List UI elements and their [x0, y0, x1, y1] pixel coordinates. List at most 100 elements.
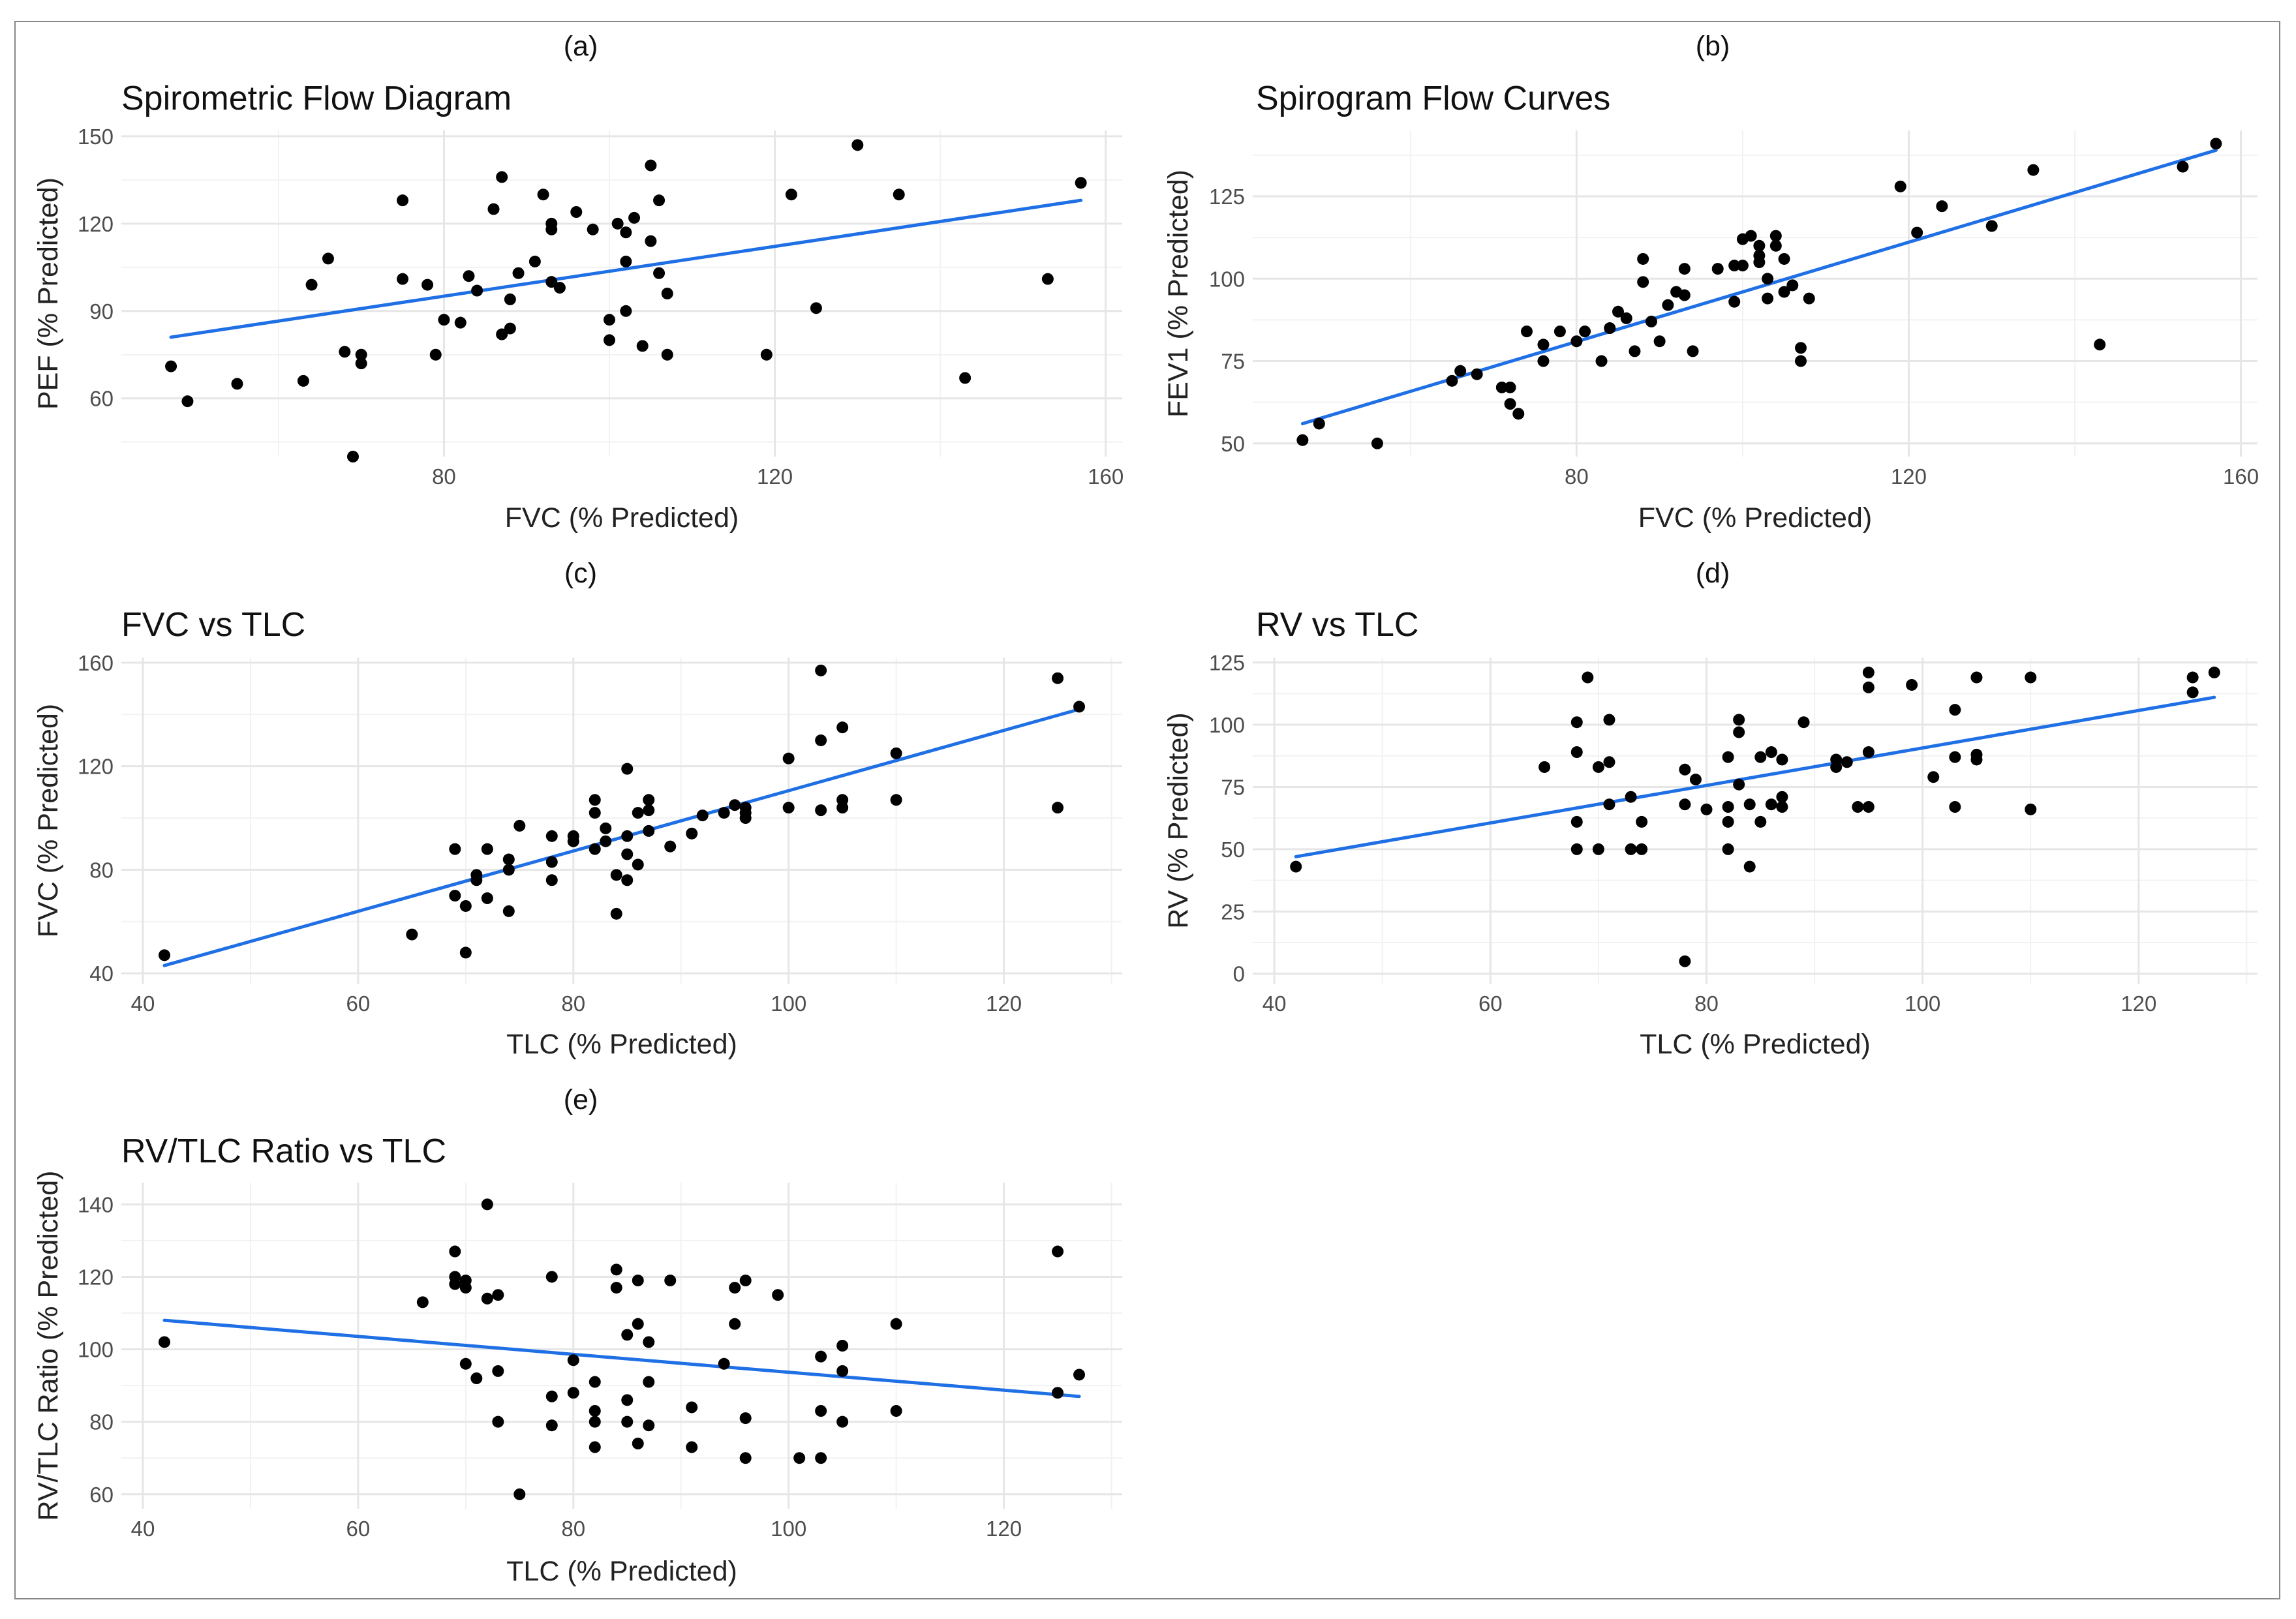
data-point: [1662, 299, 1674, 311]
data-point: [496, 171, 508, 183]
data-point: [637, 340, 649, 352]
x-tick-label: 160: [2223, 464, 2259, 489]
data-point: [1762, 273, 1773, 284]
data-point: [546, 1391, 558, 1402]
data-point: [449, 890, 461, 901]
data-point: [836, 721, 848, 733]
x-tick-label: 60: [1478, 991, 1503, 1016]
data-point: [1712, 263, 1724, 275]
data-point: [1571, 843, 1583, 855]
data-point: [740, 802, 752, 813]
panel-d: 40 60 80 100 1200255075100125(d)RV vs TLCTLC…: [1163, 558, 2258, 1060]
y-axis-label: FEV1 (% Predicted): [1163, 170, 1194, 417]
chart-title: RV/TLC Ratio vs TLC: [121, 1132, 446, 1170]
data-point: [643, 825, 654, 837]
panel-label: (e): [564, 1084, 598, 1115]
data-point: [793, 1452, 805, 1464]
data-point: [1593, 761, 1604, 773]
data-point: [632, 1318, 644, 1330]
data-point: [1895, 181, 1906, 192]
x-axis-label: TLC (% Predicted): [506, 1029, 737, 1060]
x-tick-label: 40: [131, 991, 155, 1016]
data-point: [589, 1376, 601, 1388]
data-point: [589, 843, 601, 855]
data-point: [1949, 751, 1961, 763]
data-point: [686, 1401, 697, 1413]
data-point: [568, 1387, 579, 1399]
data-point: [1636, 843, 1647, 855]
x-tick-label: 80: [432, 464, 456, 489]
data-point: [1052, 1246, 1064, 1258]
data-point: [1728, 296, 1740, 308]
data-point: [1795, 356, 1807, 367]
data-point: [1571, 716, 1583, 728]
data-point: [449, 1246, 461, 1258]
x-tick-label: 120: [986, 991, 1022, 1016]
y-tick-label: 40: [89, 961, 114, 986]
data-point: [600, 836, 611, 847]
y-tick-label: 120: [78, 755, 114, 779]
x-tick-label: 40: [1263, 991, 1287, 1016]
data-point: [2187, 686, 2199, 698]
x-tick-label: 60: [346, 991, 371, 1016]
data-point: [181, 395, 193, 407]
data-point: [1936, 200, 1948, 212]
data-point: [546, 1419, 558, 1431]
data-point: [449, 1271, 461, 1282]
data-point: [815, 665, 827, 676]
data-point: [492, 1365, 504, 1377]
data-point: [621, 849, 633, 860]
x-axis-label: TLC (% Predicted): [506, 1556, 737, 1587]
data-point: [1690, 774, 1702, 785]
data-point: [568, 1354, 579, 1366]
data-point: [1776, 801, 1788, 813]
data-point: [2209, 667, 2220, 678]
data-point: [621, 1329, 633, 1340]
data-point: [740, 1275, 752, 1286]
data-point: [600, 823, 611, 834]
trend-line: [1296, 697, 2214, 856]
data-point: [621, 874, 633, 886]
x-tick-label: 100: [1905, 991, 1940, 1016]
data-point: [1679, 956, 1691, 967]
data-point: [159, 1336, 170, 1348]
data-point: [1625, 843, 1637, 855]
data-point: [772, 1289, 784, 1301]
data-point: [645, 160, 656, 172]
data-point: [836, 794, 848, 806]
data-point: [643, 794, 654, 806]
data-point: [2210, 138, 2222, 149]
data-point: [231, 378, 243, 389]
data-point: [1371, 438, 1383, 449]
data-point: [1505, 382, 1516, 393]
data-point: [783, 802, 795, 813]
data-point: [430, 349, 442, 361]
y-tick-label: 125: [1209, 185, 1245, 209]
data-point: [513, 820, 525, 832]
data-point: [815, 1405, 827, 1417]
data-point: [1052, 1387, 1064, 1399]
data-point: [1582, 672, 1593, 684]
data-point: [621, 763, 633, 775]
x-tick-label: 100: [771, 1517, 806, 1541]
data-point: [1075, 177, 1087, 189]
data-point: [482, 892, 493, 904]
data-point: [1786, 279, 1798, 291]
data-point: [347, 451, 359, 462]
data-point: [1621, 312, 1632, 324]
y-tick-label: 120: [78, 1265, 114, 1289]
data-point: [1679, 263, 1691, 275]
data-point: [620, 256, 632, 267]
x-tick-label: 100: [771, 991, 806, 1016]
data-point: [482, 1293, 493, 1305]
chart-title: Spirometric Flow Diagram: [121, 80, 512, 117]
data-point: [504, 294, 516, 305]
data-point: [1073, 1369, 1085, 1380]
y-tick-label: 60: [89, 387, 114, 411]
y-axis-label: RV (% Predicted): [1163, 712, 1194, 928]
panel-e: 40 60 80 100 1206080100120140(e)RV/TLC Ratio…: [33, 1084, 1122, 1587]
data-point: [322, 252, 334, 264]
data-point: [471, 285, 483, 297]
data-point: [529, 256, 541, 267]
data-point: [611, 869, 622, 881]
